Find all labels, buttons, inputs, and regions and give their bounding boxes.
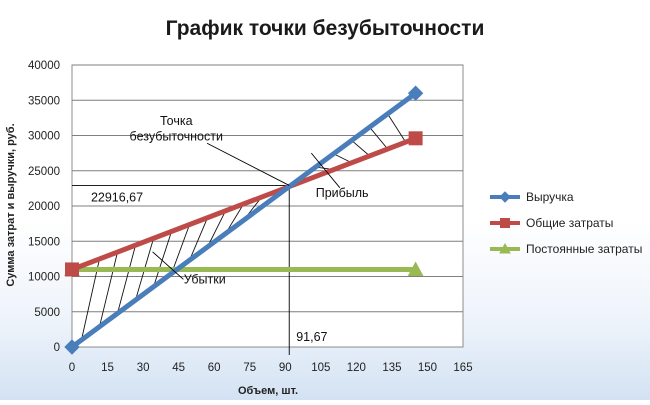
x-tick-label: 120 (347, 362, 366, 374)
legend-label: Постоянные затраты (526, 242, 642, 256)
legend-marker (500, 218, 510, 228)
x-tick-label: 75 (243, 362, 256, 374)
legend-label: Выручка (526, 190, 574, 204)
y-tick-label: 5000 (34, 307, 60, 319)
y-tick-label: 10000 (28, 272, 60, 284)
x-tick-label: 105 (311, 362, 330, 374)
chart-title: График точки безубыточности (166, 17, 485, 40)
annotation: безубыточности (130, 129, 223, 143)
series-line (69, 90, 419, 350)
y-tick-label: 0 (54, 342, 60, 354)
hatch-line (117, 245, 136, 314)
break-even-y-label: 22916,67 (91, 190, 143, 204)
y-tick-label: 15000 (28, 236, 60, 248)
series-marker (64, 339, 80, 355)
legend-marker (499, 191, 511, 203)
legend: Выручка Общие затраты Постоянные затраты (490, 190, 642, 256)
y-axis-title: Сумма затрат и выручки, руб. (5, 123, 17, 286)
hatch-line (99, 251, 118, 327)
hatch-line (189, 217, 208, 261)
x-tick-label: 45 (172, 362, 185, 374)
hatch-line (351, 140, 370, 157)
x-tick-label: 150 (418, 362, 437, 374)
hatch-line (207, 210, 226, 248)
x-tick-label: 15 (101, 362, 114, 374)
series-marker (65, 262, 79, 277)
x-tick-label: 135 (382, 362, 401, 374)
x-tick-label: 90 (279, 362, 292, 374)
series-line (69, 135, 419, 272)
legend-label: Общие затраты (526, 216, 613, 230)
series-marker (408, 131, 423, 146)
plot-area: 0 5000 10000 15000 20000 25000 30000 35000 40000… (28, 60, 473, 374)
series-marker (407, 261, 424, 276)
annotation: Убытки (184, 273, 226, 287)
hatch-line (153, 231, 172, 287)
x-tick-label: 165 (453, 362, 472, 374)
y-tick-label: 25000 (28, 166, 60, 178)
annotation-leader (310, 152, 341, 188)
x-tick-label: 60 (208, 362, 221, 374)
x-tick-label: 30 (137, 362, 150, 374)
y-tick-label: 20000 (28, 201, 60, 213)
hatch-line (387, 113, 407, 143)
break-even-x-label: 91,67 (296, 330, 327, 344)
annotation: Точка (160, 114, 193, 128)
series-marker (407, 85, 424, 101)
y-tick-label: 35000 (28, 95, 60, 107)
annotation-leader (152, 251, 184, 280)
hatch-line (81, 258, 100, 341)
x-tick-label: 0 (69, 362, 75, 374)
legend-marker (499, 242, 511, 254)
y-tick-label: 40000 (28, 60, 60, 72)
annotation: Прибыль (316, 186, 369, 200)
hatch-line (369, 126, 388, 150)
annotation-leader (206, 142, 290, 186)
y-tick-label: 30000 (28, 131, 60, 143)
hatch-line (171, 224, 190, 274)
x-axis-title: Объем, шт. (238, 385, 298, 397)
